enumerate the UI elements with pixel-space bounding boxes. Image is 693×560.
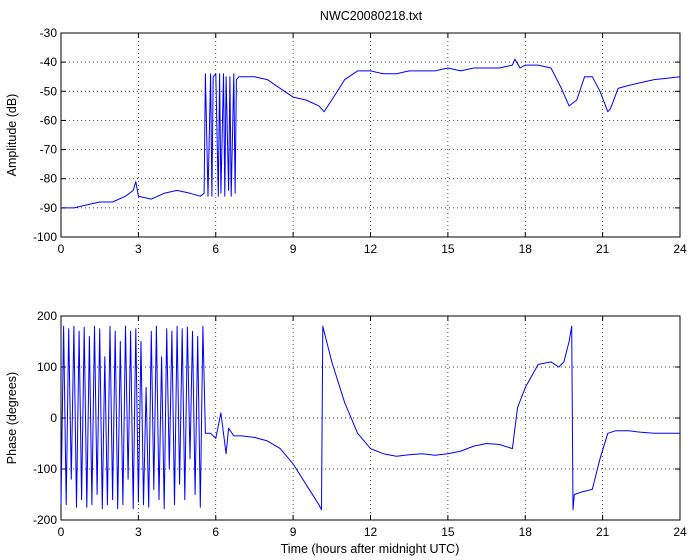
phase-x-axis-label: Time (hours after midnight UTC) [281, 542, 460, 556]
phase-y-tick-labels: 200 100 0 -100 -200 [33, 309, 57, 527]
phase-x-tick-label: 15 [441, 525, 455, 539]
amplitude-series-line [61, 58, 681, 209]
phase-y-axis-label: Phase (degrees) [5, 372, 19, 464]
phase-y-tick-label: 100 [37, 360, 57, 374]
amplitude-x-tick-label: 24 [673, 242, 687, 256]
amplitude-y-tick-label: -80 [40, 172, 58, 186]
amplitude-x-tick-label: 18 [519, 242, 533, 256]
amplitude-y-tick-label: -50 [40, 84, 58, 98]
phase-y-tick-label: 200 [37, 309, 57, 323]
phase-y-tick-label: -100 [33, 462, 57, 476]
phase-series-line [60, 325, 680, 511]
phase-x-tick-labels: 0 3 6 9 12 15 18 21 24 [58, 525, 687, 539]
amplitude-x-tick-label: 3 [135, 242, 142, 256]
amplitude-x-tick-labels: 0 3 6 9 12 15 18 21 24 [58, 242, 687, 256]
amplitude-x-tick-label: 6 [212, 242, 219, 256]
phase-series [60, 325, 680, 511]
phase-x-tick-label: 6 [212, 525, 219, 539]
amplitude-series [61, 58, 681, 209]
phase-ticks [60, 315, 681, 521]
phase-x-tick-label: 9 [290, 525, 297, 539]
phase-x-tick-label: 0 [58, 525, 65, 539]
phase-x-tick-label: 3 [135, 525, 142, 539]
amplitude-y-tick-label: -90 [40, 201, 58, 215]
phase-x-tick-label: 12 [364, 525, 378, 539]
amplitude-ticks [60, 32, 681, 238]
phase-x-tick-label: 18 [519, 525, 533, 539]
amplitude-x-tick-label: 15 [441, 242, 455, 256]
amplitude-x-tick-label: 21 [596, 242, 610, 256]
phase-y-tick-label: -200 [33, 513, 57, 527]
amplitude-y-tick-label: -70 [40, 143, 58, 157]
amplitude-x-tick-label: 9 [290, 242, 297, 256]
amplitude-x-tick-label: 0 [58, 242, 65, 256]
amplitude-y-tick-labels: -30 -40 -50 -60 -70 -80 -90 -100 [33, 26, 57, 244]
amplitude-axes: 0 3 6 9 12 15 18 21 24 -30 -40 -50 -60 -70 -80 -90 -100… [5, 26, 687, 256]
figure-title: NWC20080218.txt [320, 9, 423, 23]
phase-axes: 0 3 6 9 12 15 18 21 24 200 100 0 -100 -200 Phase (de… [5, 309, 687, 556]
amplitude-y-tick-label: -40 [40, 55, 58, 69]
amplitude-y-tick-label: -100 [33, 230, 57, 244]
amplitude-y-tick-label: -30 [40, 26, 58, 40]
amplitude-y-axis-label: Amplitude (dB) [5, 94, 19, 177]
amplitude-plot-area [60, 32, 681, 238]
amplitude-y-tick-label: -60 [40, 113, 58, 127]
phase-x-tick-label: 24 [673, 525, 687, 539]
amplitude-x-tick-label: 12 [364, 242, 378, 256]
phase-x-tick-label: 21 [596, 525, 610, 539]
phase-y-tick-label: 0 [50, 411, 57, 425]
